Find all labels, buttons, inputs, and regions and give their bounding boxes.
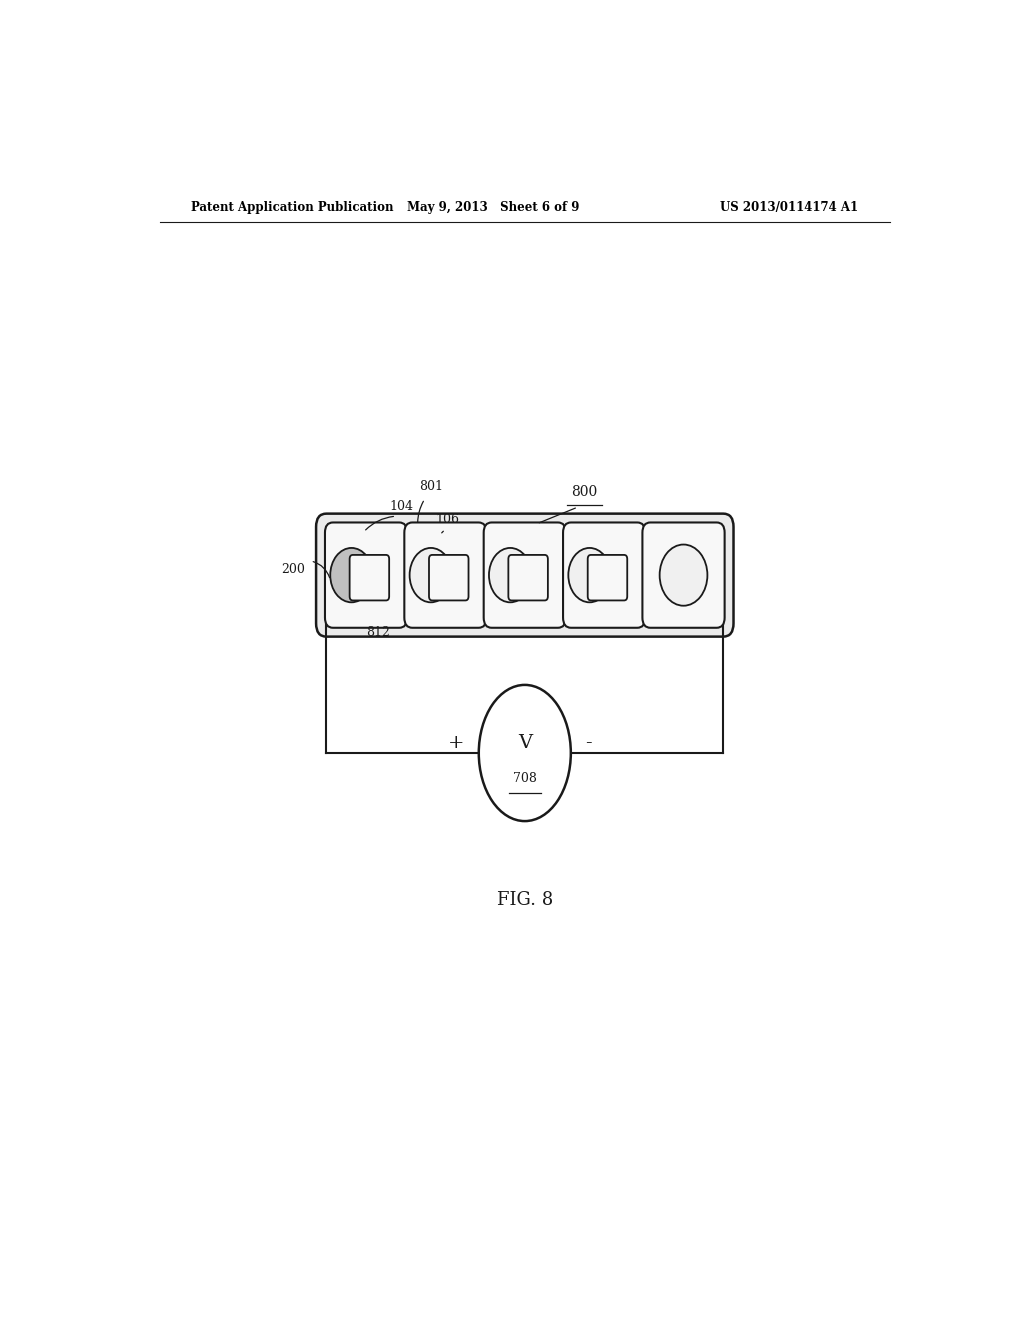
Text: FIG. 8: FIG. 8 (497, 891, 553, 909)
Text: V: V (518, 734, 531, 752)
Ellipse shape (489, 548, 531, 602)
FancyBboxPatch shape (404, 523, 486, 628)
Ellipse shape (331, 548, 373, 602)
Ellipse shape (659, 545, 708, 606)
Text: 800: 800 (571, 484, 597, 499)
FancyBboxPatch shape (325, 523, 408, 628)
Ellipse shape (410, 548, 452, 602)
Text: Patent Application Publication: Patent Application Publication (191, 201, 394, 214)
Text: US 2013/0114174 A1: US 2013/0114174 A1 (720, 201, 858, 214)
FancyBboxPatch shape (588, 554, 628, 601)
Text: 106: 106 (436, 512, 460, 525)
Text: 104: 104 (390, 499, 414, 512)
Text: +: + (449, 734, 465, 752)
Ellipse shape (479, 685, 570, 821)
Text: 812: 812 (366, 626, 390, 639)
FancyBboxPatch shape (483, 523, 566, 628)
FancyBboxPatch shape (642, 523, 725, 628)
Text: May 9, 2013   Sheet 6 of 9: May 9, 2013 Sheet 6 of 9 (407, 201, 580, 214)
FancyBboxPatch shape (429, 554, 469, 601)
FancyBboxPatch shape (508, 554, 548, 601)
FancyBboxPatch shape (563, 523, 645, 628)
Text: 801: 801 (419, 480, 443, 494)
FancyBboxPatch shape (349, 554, 389, 601)
Text: 708: 708 (513, 772, 537, 785)
Text: -: - (585, 734, 592, 752)
Text: 200: 200 (282, 562, 305, 576)
Ellipse shape (568, 548, 610, 602)
FancyBboxPatch shape (316, 513, 733, 636)
